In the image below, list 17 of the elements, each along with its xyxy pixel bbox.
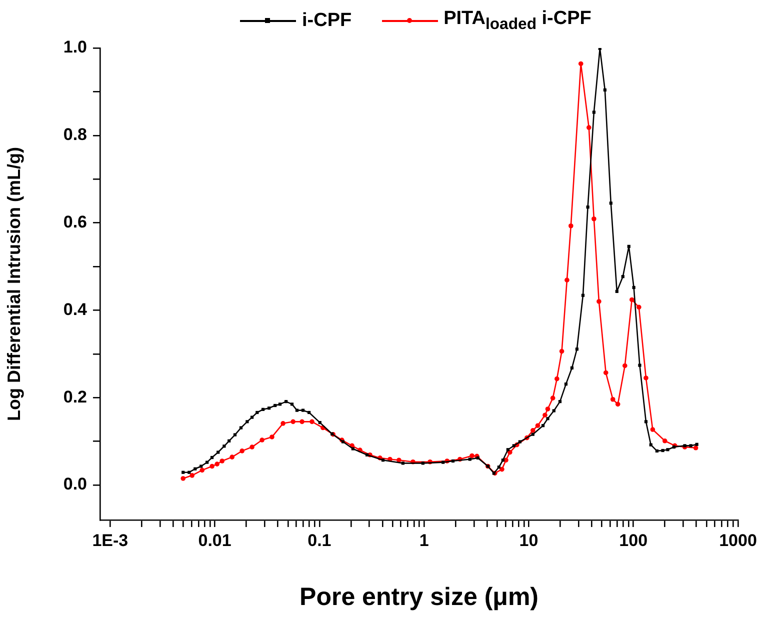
- x-tick-label: 10: [519, 530, 538, 550]
- legend-label: PITA$_{loaded}$ i-CPF: [444, 8, 592, 34]
- x-axis-title: Pore entry size (μm): [300, 582, 538, 611]
- y-tick-label: 0.4: [63, 300, 88, 319]
- y-axis-title: Log Differential Intrusion (mL/g): [4, 147, 24, 421]
- y-tick-label: 1.0: [63, 38, 87, 57]
- y-tick-label: 0.2: [63, 387, 87, 406]
- x-tick-label: 0.01: [198, 530, 232, 550]
- x-tick-label: 1000: [719, 530, 757, 550]
- x-tick-label: 1E-3: [92, 530, 128, 550]
- legend-label: i-CPF: [302, 10, 352, 32]
- y-tick-label: 0.6: [63, 212, 87, 232]
- y-tick-label: 0.0: [63, 474, 87, 494]
- x-tick-label: 1: [419, 530, 429, 550]
- x-tick-label: 100: [619, 530, 648, 550]
- x-tick-label: 0.1: [308, 530, 332, 550]
- y-tick-label: 0.8: [63, 125, 87, 144]
